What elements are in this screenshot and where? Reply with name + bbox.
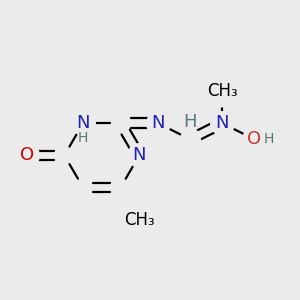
Text: N: N: [151, 114, 165, 132]
Text: H: H: [264, 132, 274, 146]
Text: N: N: [215, 114, 229, 132]
Text: O: O: [20, 146, 34, 164]
Text: O: O: [247, 130, 262, 148]
Text: N: N: [133, 146, 146, 164]
Text: H: H: [183, 113, 197, 131]
Text: H: H: [78, 131, 88, 145]
Text: CH₃: CH₃: [207, 82, 238, 100]
Text: CH₃: CH₃: [124, 211, 154, 229]
Text: N: N: [76, 114, 90, 132]
